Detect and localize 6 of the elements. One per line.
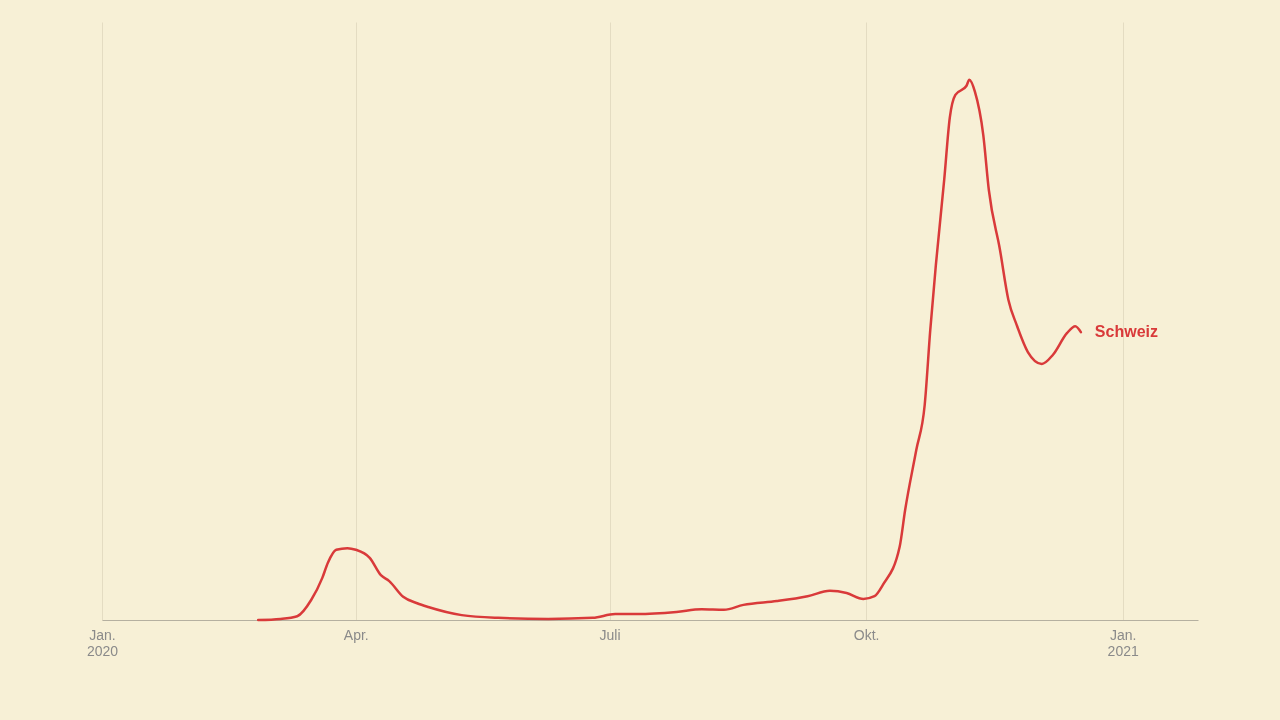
- x-tick-label: Jan. 2020: [86, 626, 119, 659]
- x-tick-label: Juli: [599, 626, 621, 643]
- x-tick-label: Apr.: [343, 626, 369, 643]
- x-tick-label: Okt.: [853, 626, 880, 643]
- x-tick-label: Jan. 2021: [1107, 626, 1139, 659]
- series-label: Schweiz: [1094, 323, 1159, 341]
